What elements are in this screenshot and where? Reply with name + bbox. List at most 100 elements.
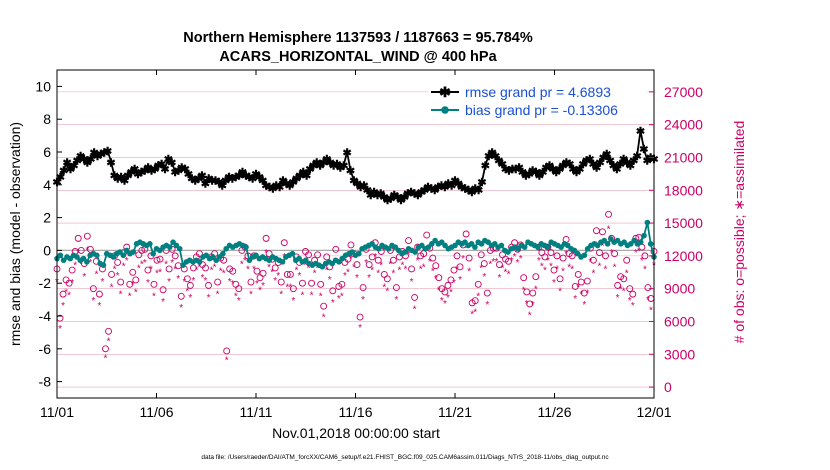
obs-assimilated-point: * <box>531 300 535 311</box>
obs-possible-point <box>423 231 431 239</box>
obs-possible-point <box>614 281 622 289</box>
obs-assimilated-point: * <box>431 267 435 278</box>
y-right-tick-label: 0 <box>664 379 672 395</box>
obs-assimilated-point: * <box>428 257 432 268</box>
rmse-point: ✱ <box>373 190 382 202</box>
obs-assimilated-point: * <box>482 272 486 283</box>
obs-assimilated-point: * <box>58 324 62 335</box>
obs-possible-point <box>432 262 440 270</box>
rmse-point: ✱ <box>562 157 571 169</box>
obs-possible-point <box>214 278 222 286</box>
obs-possible-point <box>253 267 261 275</box>
rmse-point: ✱ <box>63 157 72 169</box>
rmse-point: ✱ <box>521 170 530 182</box>
y-right-tick-label: 24000 <box>664 117 703 133</box>
rmse-point: ✱ <box>525 169 534 181</box>
rmse-point: ✱ <box>342 148 351 160</box>
obs-assimilated-point: * <box>376 269 380 280</box>
obs-assimilated-point: * <box>588 257 592 268</box>
rmse-point: ✱ <box>79 154 88 166</box>
obs-assimilated-point: * <box>373 252 377 263</box>
obs-assimilated-point: * <box>304 260 308 271</box>
obs-assimilated-point: * <box>385 286 389 297</box>
obs-possible-point <box>474 280 482 288</box>
obs-assimilated-point: * <box>628 296 632 307</box>
obs-assimilated-point: * <box>346 268 350 279</box>
rmse-point: ✱ <box>595 157 604 169</box>
obs-possible-point <box>95 290 103 298</box>
obs-assimilated-point: * <box>128 292 132 303</box>
obs-possible-point <box>186 281 194 289</box>
rmse-point: ✱ <box>150 164 159 176</box>
obs-possible-point <box>102 345 109 353</box>
obs-assimilated-point: * <box>152 292 156 303</box>
obs-assimilated-point: * <box>419 265 423 276</box>
x-axis-ticks: 11/01 11/06 11/11 11/16 11/21 11/26 12/01 <box>40 70 672 420</box>
rmse-point: ✱ <box>447 180 456 192</box>
rmse-point: ✱ <box>407 187 416 199</box>
bias-point <box>220 250 226 257</box>
obs-assimilated-point: * <box>379 260 383 271</box>
obs-possible-point <box>68 266 76 274</box>
legend-rmse-label: rmse grand pr = 4.6893 <box>465 84 611 100</box>
obs-assimilated-point: * <box>204 276 208 287</box>
obs-possible-point <box>441 288 449 296</box>
x-axis-label: Nov.01,2018 00:00:00 start <box>272 425 440 441</box>
obs-assimilated-point: * <box>637 247 641 258</box>
y-left-tick-label: -4 <box>39 308 52 324</box>
obs-assimilated-point: * <box>491 257 495 268</box>
y-left-tick-label: 2 <box>43 210 51 226</box>
obs-assimilated-point: * <box>237 296 241 307</box>
obs-assimilated-point: * <box>440 296 444 307</box>
obs-assimilated-point: * <box>85 246 89 257</box>
obs-possible-point <box>559 254 567 262</box>
obs-possible-point <box>574 271 582 278</box>
bias-point <box>412 249 419 255</box>
obs-assimilated-point: * <box>467 267 471 278</box>
obs-assimilated-point: * <box>449 288 453 299</box>
obs-assimilated-point: * <box>91 296 95 307</box>
obs-assimilated-point: * <box>352 262 356 273</box>
rmse-point: ✱ <box>268 184 277 196</box>
x-tick-label: 11/06 <box>140 404 174 420</box>
rmse-point: ✱ <box>110 170 119 182</box>
rmse-point: ✱ <box>518 167 527 179</box>
obs-assimilated-point: * <box>485 300 489 311</box>
obs-assimilated-point: * <box>601 241 605 252</box>
x-tick-label: 11/11 <box>240 404 273 420</box>
rmse-point: ✱ <box>322 154 331 166</box>
rmse-point: ✱ <box>589 159 598 171</box>
rmse-point: ✱ <box>531 167 540 179</box>
obs-possible-point <box>77 246 85 254</box>
rmse-point: ✱ <box>552 167 561 179</box>
rmse-point: ✱ <box>535 170 544 182</box>
obs-assimilated-point: * <box>173 265 177 276</box>
y-axis-right-ticks: 27000 24000 21000 18000 15000 12000 9000 6000 30… <box>649 84 703 395</box>
bias-point <box>196 259 203 265</box>
rmse-point: ✱ <box>376 189 385 201</box>
rmse-point: ✱ <box>282 179 291 191</box>
obs-assimilated-point: * <box>561 267 565 278</box>
obs-possible-point <box>471 297 479 305</box>
rmse-point: ✱ <box>208 175 217 187</box>
obs-possible-point <box>532 273 540 281</box>
obs-assimilated-point: * <box>134 288 138 299</box>
obs-assimilated-point: * <box>249 290 253 301</box>
obs-assimilated-point: * <box>164 259 168 270</box>
rmse-point: ✱ <box>629 156 638 168</box>
obs-possible-point <box>450 266 458 274</box>
rmse-point: ✱ <box>191 175 200 187</box>
rmse-point: ✱ <box>100 148 109 160</box>
obs-assimilated-point: * <box>497 273 501 284</box>
y-right-tick-label: 9000 <box>664 281 695 297</box>
bias-point <box>581 252 588 259</box>
obs-possible-point <box>641 252 649 260</box>
obs-possible-point <box>392 284 400 292</box>
obs-possible-point <box>156 255 164 263</box>
obs-assimilated-point: * <box>179 303 183 314</box>
obs-possible-point <box>114 258 122 266</box>
obs-possible-point <box>286 271 294 278</box>
obs-assimilated-point: * <box>361 295 365 306</box>
obs-possible-point <box>195 250 203 258</box>
obs-possible-point <box>183 275 191 283</box>
